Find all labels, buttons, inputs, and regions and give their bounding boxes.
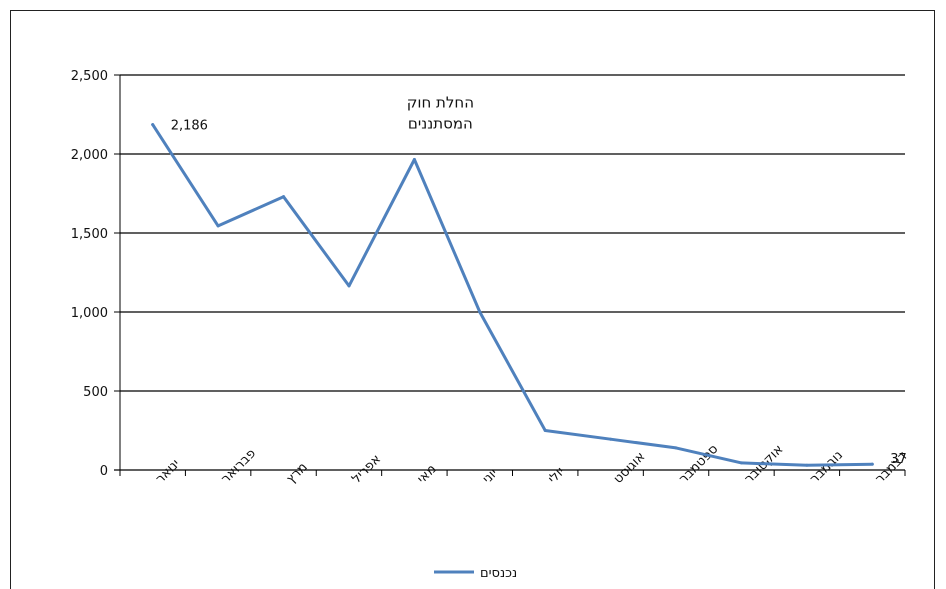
y-tick-label: 500 bbox=[83, 385, 108, 400]
data-point bbox=[805, 463, 809, 467]
series-layer bbox=[151, 123, 874, 467]
x-category-label: אוגוסט bbox=[611, 449, 648, 486]
data-labels: 2,186 37 bbox=[171, 119, 907, 468]
x-category-label: יולי bbox=[545, 464, 568, 487]
gridlines bbox=[120, 74, 905, 392]
legend-label: נכנסים bbox=[480, 566, 517, 581]
data-point bbox=[870, 462, 874, 466]
y-tick-label: 2,000 bbox=[71, 148, 108, 163]
annotation-line: המסתננים bbox=[408, 115, 473, 133]
x-category-label: ינואר bbox=[153, 457, 183, 487]
data-label: 2,186 bbox=[171, 119, 208, 134]
x-category-label: יוני bbox=[480, 466, 501, 487]
chart-frame bbox=[10, 10, 935, 589]
data-point bbox=[543, 429, 547, 432]
series-line bbox=[151, 123, 874, 467]
annotation-line: החלת חוק bbox=[407, 94, 474, 112]
x-category-label: נובמבר bbox=[807, 448, 846, 487]
data-point bbox=[151, 123, 155, 127]
data-point bbox=[674, 446, 678, 450]
legend: נכנסים bbox=[434, 566, 517, 581]
data-point bbox=[609, 437, 613, 441]
x-category-label: פברואר bbox=[218, 446, 259, 487]
data-point bbox=[739, 461, 743, 465]
data-point bbox=[478, 310, 482, 314]
y-tick-label: 1,500 bbox=[71, 227, 108, 242]
data-point bbox=[216, 224, 220, 228]
x-category-label: מאי bbox=[415, 462, 440, 487]
data-label: 37 bbox=[890, 452, 907, 467]
axes bbox=[114, 75, 905, 471]
y-tick-label: 2,500 bbox=[71, 69, 108, 84]
data-point bbox=[347, 284, 351, 288]
y-tick-label: 1,000 bbox=[71, 306, 108, 321]
data-point bbox=[282, 195, 286, 199]
y-tick-label: 0 bbox=[100, 464, 108, 479]
x-category-label: אפריל bbox=[349, 452, 384, 487]
y-axis-ticks: 0 500 1,000 1,500 2,000 2,500 bbox=[71, 69, 120, 479]
chart-annotation: החלת חוק המסתננים bbox=[407, 94, 474, 133]
data-point bbox=[412, 158, 416, 162]
x-category-label: מרץ bbox=[284, 460, 311, 487]
